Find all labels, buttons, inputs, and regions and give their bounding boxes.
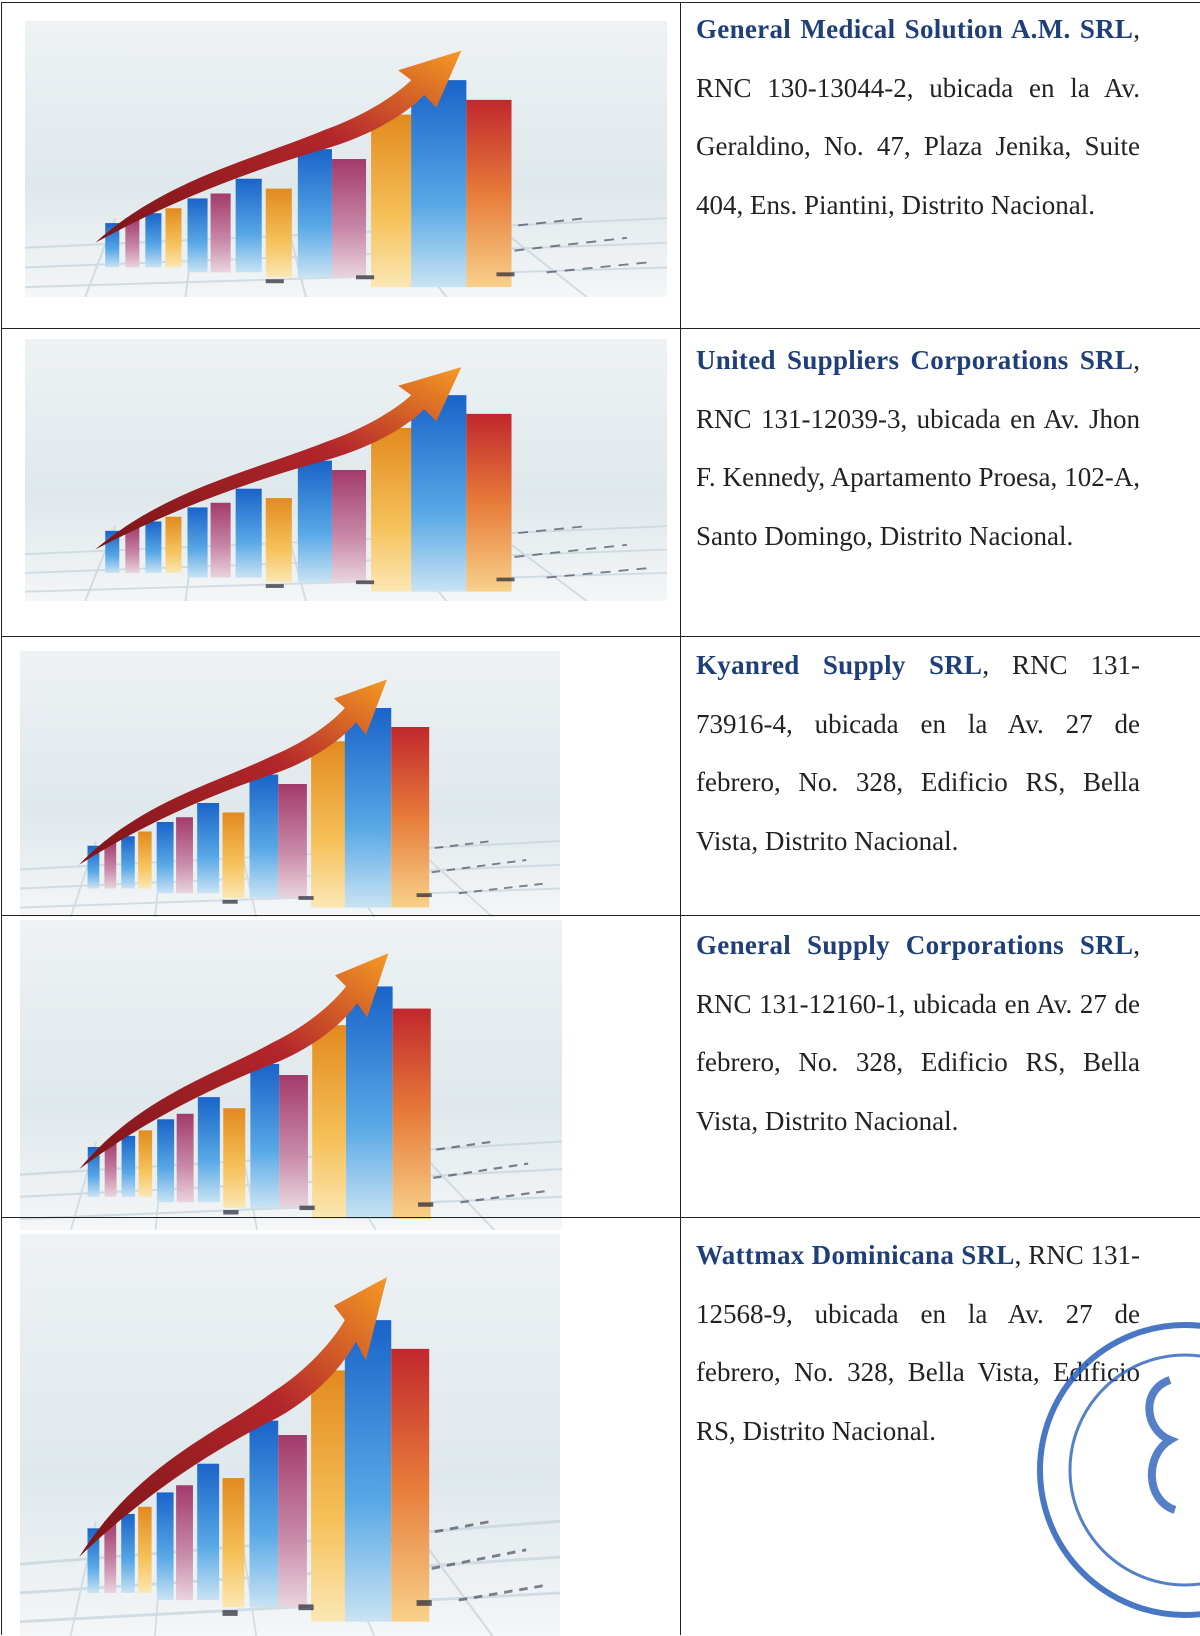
- chart-illustration: [25, 339, 667, 601]
- cell-text: United Suppliers Corporations SRL, RNC 1…: [696, 331, 1140, 565]
- company-details: , RNC 131-12160-1, ubicada en Av. 27 de …: [696, 930, 1140, 1136]
- table-row: [1, 1217, 1200, 1636]
- chart-illustration: [25, 21, 667, 297]
- company-name: Wattmax Dominicana SRL: [696, 1240, 1015, 1270]
- cell-text: General Medical Solution A.M. SRL, RNC 1…: [696, 0, 1140, 234]
- stamp: [1037, 1322, 1200, 1618]
- company-name: Kyanred Supply SRL: [696, 650, 983, 680]
- cell-text: Wattmax Dominicana SRL, RNC 131-12568-9,…: [696, 1226, 1140, 1460]
- company-name: United Suppliers Corporations SRL: [696, 345, 1134, 375]
- chart-illustration: [20, 920, 562, 1230]
- table-row: [1, 2, 1200, 329]
- company-details: , RNC 131-73916-4, ubicada en la Av. 27 …: [696, 650, 1140, 856]
- table-row: [1, 328, 1200, 637]
- company-details: , RNC 131-12039-3, ubicada en Av. Jhon F…: [696, 345, 1140, 551]
- cell-text: General Supply Corporations SRL, RNC 131…: [696, 916, 1140, 1150]
- cell-text: Kyanred Supply SRL, RNC 131-73916-4, ubi…: [696, 636, 1140, 870]
- table-row: [1, 915, 1200, 1218]
- table-row: [1, 636, 1200, 916]
- company-name: General Supply Corporations SRL: [696, 930, 1134, 960]
- column-divider: [680, 2, 681, 1635]
- table-border: [1, 2, 2, 1635]
- company-details: , RNC 131-12568-9, ubicada en la Av. 27 …: [696, 1240, 1140, 1446]
- chart-illustration: [20, 651, 560, 917]
- company-name: General Medical Solution A.M. SRL: [696, 14, 1134, 44]
- chart-illustration: [20, 1234, 560, 1636]
- company-details: , RNC 130-13044-2, ubicada en la Av. Ger…: [696, 14, 1140, 220]
